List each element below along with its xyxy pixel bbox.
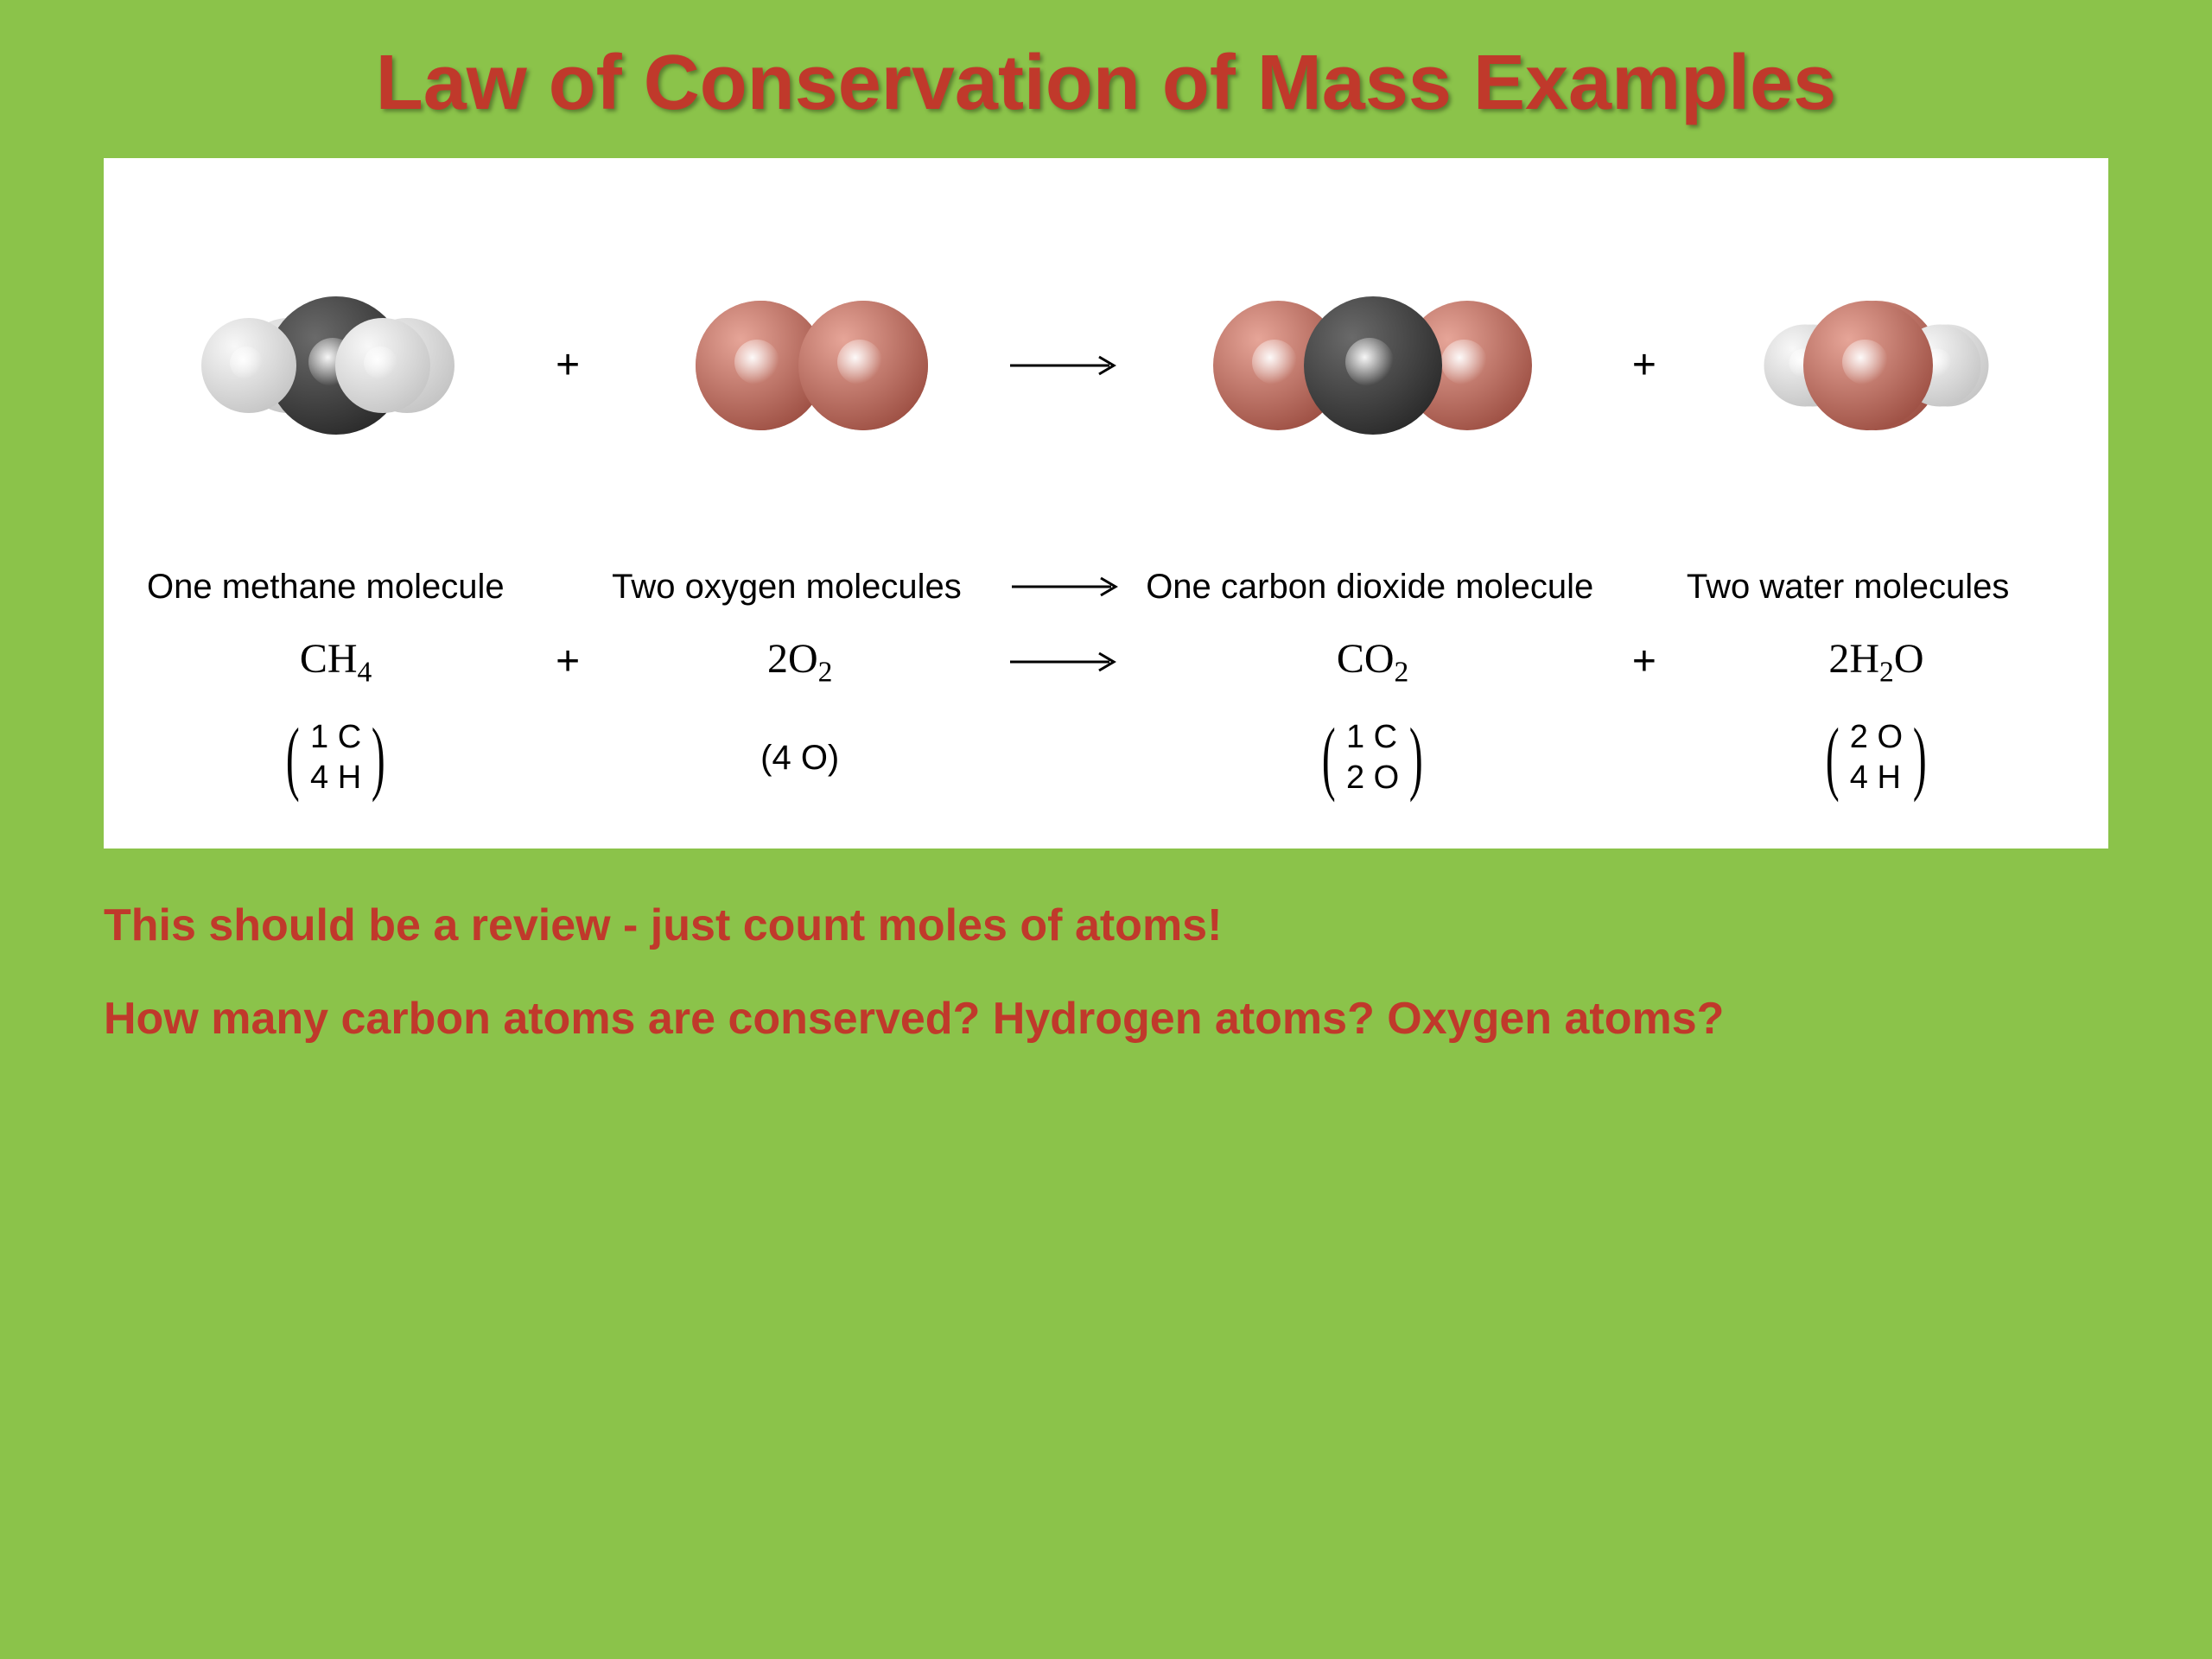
formula-co2: CO2 (1135, 635, 1610, 690)
plus-2: + (1610, 341, 1679, 389)
description-row: One methane molecule Two oxygen molecule… (138, 564, 2074, 609)
count-methane: (1 C4 H) (138, 710, 533, 805)
formula-water: 2H2O (1679, 635, 2074, 690)
count-co2: (1 C2 O) (1135, 710, 1610, 805)
desc-water: Two water molecules (1678, 564, 2074, 609)
diagram-panel: + (104, 158, 2108, 849)
plus-4: + (1610, 638, 1679, 685)
count-oxygen: (4 O) (602, 710, 997, 805)
plus-1: + (533, 341, 602, 389)
desc-co2: One carbon dioxide molecule (1137, 564, 1609, 609)
desc-oxygen: Two oxygen molecules (603, 564, 999, 609)
desc-methane: One methane molecule (138, 564, 534, 609)
count-row: (1 C4 H) (4 O) (1 C2 O) (2 O4 H) (138, 710, 2074, 805)
arrow-3 (997, 645, 1135, 679)
slide-title: Law of Conservation of Mass Examples (86, 35, 2126, 132)
bottom-line-2: How many carbon atoms are conserved? Hyd… (104, 985, 2108, 1052)
molecule-row: + (138, 193, 2074, 538)
arrow-icon (1006, 348, 1127, 383)
count-water: (2 O4 H) (1679, 710, 2074, 805)
formula-row: CH4 + 2O2 CO2 + 2H2O (138, 635, 2074, 690)
slide: Law of Conservation of Mass Examples + (0, 0, 2212, 1659)
arrow-2 (999, 569, 1137, 604)
arrow-icon (1007, 569, 1128, 604)
bottom-line-1: This should be a review - just count mol… (104, 892, 2108, 959)
formula-oxygen: 2O2 (602, 635, 997, 690)
arrow-1 (997, 348, 1135, 383)
bottom-text: This should be a review - just count mol… (86, 892, 2126, 1052)
plus-3: + (533, 638, 602, 685)
arrow-icon (1006, 645, 1127, 679)
formula-methane: CH4 (138, 635, 533, 690)
